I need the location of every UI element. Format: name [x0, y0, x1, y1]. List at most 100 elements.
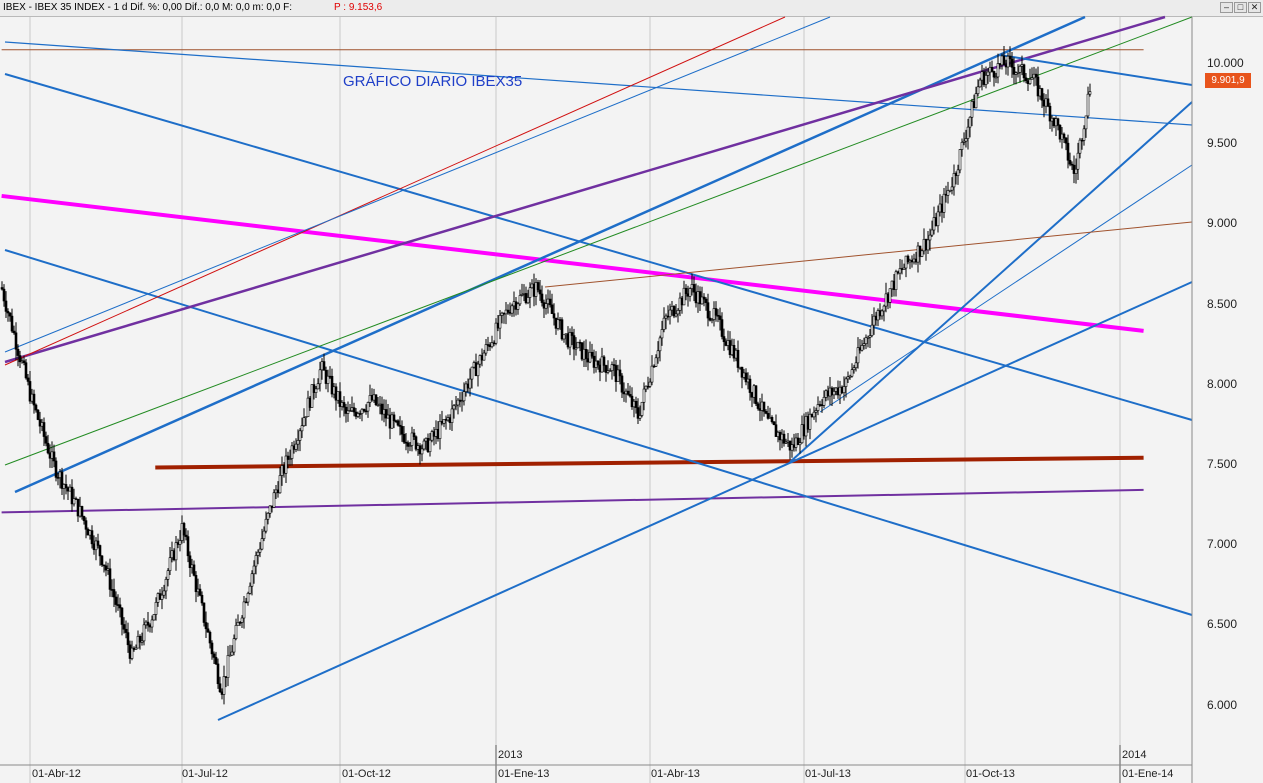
y-tick-label: 9.500 — [1207, 136, 1238, 150]
candle-body — [1022, 64, 1026, 79]
candle-body — [962, 140, 966, 143]
candle-body — [688, 288, 692, 297]
candle-body — [736, 349, 740, 368]
candle-body — [192, 564, 196, 576]
candle-body — [660, 329, 664, 339]
candle-body — [202, 602, 206, 623]
candle-body — [996, 63, 1000, 78]
candle-body — [1082, 128, 1086, 141]
candle-body — [520, 294, 524, 296]
candle-body — [538, 289, 542, 295]
candle-body — [198, 588, 202, 596]
candle-body — [490, 342, 494, 348]
x-tick-label: 01-Jul-13 — [805, 768, 851, 780]
minimize-button[interactable]: – — [1220, 2, 1233, 13]
candle-body — [454, 404, 458, 407]
candle-body — [468, 378, 472, 389]
candle-body — [32, 393, 36, 406]
candle-body — [62, 484, 66, 489]
candle-body — [920, 250, 924, 257]
candle-body — [902, 267, 906, 270]
candle-body — [856, 347, 860, 364]
candle-body — [766, 413, 770, 419]
trendline — [4, 15, 1166, 364]
candle-body — [544, 303, 548, 309]
candle-body — [762, 401, 766, 412]
candle-body — [816, 404, 820, 411]
candle-body — [604, 365, 608, 373]
candle-body — [412, 432, 416, 437]
candle-body — [358, 413, 362, 415]
candle-body — [176, 542, 180, 545]
candle-body — [456, 399, 460, 406]
close-button[interactable]: ✕ — [1248, 2, 1261, 13]
candle-body — [576, 341, 580, 349]
candle-body — [870, 324, 874, 336]
candle-body — [1074, 168, 1078, 174]
candle-body — [906, 255, 910, 263]
candle-body — [148, 624, 152, 628]
candle-body — [152, 614, 156, 621]
candle-body — [442, 419, 446, 424]
candle-body — [642, 388, 646, 403]
candle-body — [812, 411, 816, 418]
candle-body — [2, 288, 6, 302]
candle-body — [518, 295, 522, 305]
candle-body — [128, 644, 132, 659]
candle-body — [674, 313, 678, 317]
candle-body — [968, 116, 972, 128]
candle-body — [646, 385, 650, 388]
candle-body — [556, 319, 560, 329]
candle-body — [232, 638, 236, 653]
candle-body — [650, 365, 654, 383]
candle-body — [898, 268, 902, 274]
candle-body — [966, 126, 970, 139]
candle-body — [312, 384, 316, 393]
maximize-button[interactable]: □ — [1234, 2, 1247, 13]
candle-body — [214, 657, 218, 665]
candle-body — [182, 523, 186, 536]
candle-body — [362, 408, 366, 412]
candle-body — [220, 691, 224, 695]
candle-body — [526, 297, 530, 304]
candle-body — [990, 66, 994, 72]
candle-body — [132, 647, 136, 650]
candle-body — [342, 402, 346, 408]
candle-body — [976, 86, 980, 94]
candle-body — [294, 443, 298, 450]
candle-body — [1068, 159, 1072, 165]
candle-body — [516, 303, 520, 310]
candle-body — [242, 601, 246, 619]
x-tick-label: 01-Jul-12 — [182, 768, 228, 780]
candle-body — [314, 388, 318, 393]
candle-body — [702, 296, 706, 300]
trendline — [4, 73, 1193, 421]
candle-body — [942, 193, 946, 213]
candle-body — [244, 601, 248, 604]
candle-body — [1044, 98, 1048, 107]
candle-body — [470, 366, 474, 380]
candle-body — [946, 190, 950, 196]
candle-body — [1078, 139, 1082, 154]
candle-body — [936, 211, 940, 227]
candle-body — [230, 651, 234, 656]
candle-body — [218, 683, 222, 693]
candle-body — [406, 442, 410, 447]
candle-body — [74, 498, 78, 500]
candle-body — [24, 362, 28, 379]
candle-body — [668, 309, 672, 317]
candle-body — [1026, 80, 1030, 84]
trendline — [4, 16, 1193, 466]
candle-body — [1028, 78, 1032, 84]
candle-body — [974, 93, 978, 109]
candle-body — [798, 442, 802, 446]
candle-body — [130, 647, 134, 659]
candle-body — [842, 386, 846, 394]
candle-body — [156, 593, 160, 603]
candle-body — [1008, 55, 1012, 60]
candle-body — [754, 385, 758, 405]
candle-body — [162, 590, 166, 596]
candle-body — [1054, 118, 1058, 127]
candle-body — [568, 332, 572, 348]
